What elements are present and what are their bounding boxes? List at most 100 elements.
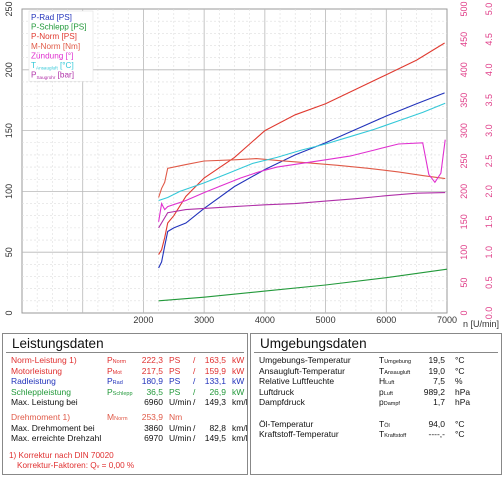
legend-box [28, 10, 94, 82]
y-right-inner-tick-label: 0 [459, 310, 469, 315]
performance-row: Radleistung PRad 180,9 PS / 133,1 kW [3, 376, 247, 387]
legend-entry: TAnsaugluft [°C] [31, 61, 74, 71]
performance-row-label: Motorleistung [11, 365, 63, 376]
legend-entry: Zündung [°] [31, 51, 73, 60]
performance-row-symbol: MNorm [107, 411, 128, 422]
x-tick-label: 2000 [133, 315, 153, 325]
environment-row-symbol-sub: Ansaugluft [384, 369, 411, 376]
environment-row-label: Dampfdruck [259, 397, 305, 408]
y-right-outer-tick-label: 0.0 [484, 307, 494, 320]
environment-row-symbol: HLuft [379, 376, 395, 387]
environment-row-unit: °C [455, 429, 465, 440]
performance-row-symbol-sub: Norm [114, 415, 128, 422]
performance-row: Max. erreichte Drehzahl 6970 U/min/ 149,5 km… [3, 433, 247, 444]
performance-data-panel: Leistungsdaten Norm-Leistung 1) PNorm 222,… [2, 333, 248, 475]
performance-row-unit-2: km/h [232, 397, 247, 408]
performance-row: Max. Leistung bei 6960 U/min/ 149,3 km/h [3, 397, 247, 408]
environment-row-label: Luftdruck [259, 386, 294, 397]
environment-row: Relative Luftfeuchte HLuft 7,5% [251, 376, 501, 387]
performance-row-value-2: 149,5 [204, 433, 226, 444]
performance-row-separator: / [193, 422, 196, 433]
performance-row-symbol-sub: Norm [112, 359, 127, 365]
legend-entry: P-Schlepp [PS] [31, 23, 87, 32]
performance-row-symbol-sub: Rad [112, 380, 123, 387]
performance-row-separator: / [193, 365, 196, 376]
performance-row-unit-2: kW [232, 365, 245, 376]
y-left-tick-label: 200 [4, 62, 14, 77]
correction-note: 1) Korrektur nach DIN 70020 [9, 451, 114, 460]
performance-row-symbol-sub: Schlepp [112, 390, 133, 397]
performance-row-value-2: 82,8 [209, 422, 226, 433]
performance-row-symbol: PSchlepp [107, 386, 133, 397]
performance-row-label: Max. erreichte Drehzahl [11, 433, 102, 444]
series-line-t-ansaugluft-c [158, 102, 446, 202]
environment-row-unit: °C [455, 365, 465, 376]
environment-row: Öl-Temperatur TÖl 94,0 °C [251, 419, 501, 430]
performance-row-separator: / [193, 355, 196, 365]
environment-row: Dampfdruck pDampf 1,7 hPa [251, 397, 501, 408]
y-right-inner-tick-label: 150 [459, 214, 469, 229]
performance-row-label: Schleppleistung [11, 386, 72, 397]
legend-entry: M-Norm [Nm] [31, 42, 80, 51]
environment-row-symbol: TKraftstoff [379, 429, 407, 440]
environment-row [251, 408, 501, 419]
performance-row-unit-2: kW [232, 386, 245, 397]
performance-row-separator: / [193, 433, 196, 444]
environment-row-symbol: pLuft [379, 386, 393, 397]
x-tick-label: 6000 [376, 315, 396, 325]
performance-row-separator: / [193, 386, 196, 397]
y-left-tick-label: 100 [4, 184, 14, 199]
performance-row: Norm-Leistung 1) PNorm 222,3 PS / 163,5 kW [3, 355, 247, 366]
environment-row-symbol: TÖl [379, 418, 390, 429]
performance-row-value: 36,5 [146, 386, 163, 397]
performance-data-title: Leistungsdaten [6, 334, 244, 353]
correction-factor-value: = 0,00 % [101, 461, 135, 470]
y-right-outer-tick-label: 4.5 [484, 33, 494, 46]
performance-row-value: 6970 [144, 433, 163, 444]
y-right-inner-tick-label: 50 [459, 278, 469, 288]
performance-row-label: Max. Drehmoment bei [11, 422, 95, 433]
series-line-p-saugrohr-bar [158, 192, 446, 229]
performance-row-value: 3860 [144, 422, 163, 433]
x-axis-label: n [U/min] [463, 319, 499, 329]
series-line-p-schlepp-ps [158, 268, 448, 302]
environment-row-symbol-sub: Öl [384, 422, 390, 429]
series-line-p-rad-ps [158, 92, 445, 269]
y-right-inner-tick-label: 350 [459, 93, 469, 108]
performance-row-label: Drehmoment 1) [11, 411, 71, 422]
y-right-outer-tick-label: 1.5 [484, 216, 494, 229]
performance-row-label: Radleistung [11, 376, 56, 387]
performance-row-separator: / [193, 376, 196, 387]
performance-row-symbol: PMot [107, 365, 122, 376]
performance-row: Schleppleistung PSchlepp 36,5 PS / 26,9 kW [3, 387, 247, 398]
environment-row-unit: % [455, 376, 463, 387]
y-right-outer-tick-label: 3.5 [484, 94, 494, 107]
environment-data-rows: Umgebungs-Temperatur TUmgebung 19,5 °C Ansau… [251, 355, 501, 440]
environment-data-panel: Umgebungsdaten Umgebungs-Temperatur TUmge… [250, 333, 502, 475]
environment-row-label: Relative Luftfeuchte [259, 376, 335, 387]
performance-row-symbol: PNorm [107, 355, 127, 365]
performance-row-value: 6960 [144, 397, 163, 408]
environment-row-symbol: TUmgebung [379, 355, 412, 365]
environment-row-unit: °C [455, 355, 465, 365]
performance-row-unit: PS [169, 386, 181, 397]
performance-row-symbol-sub: Mot [112, 369, 122, 376]
legend-entry: PSaugrohr [bar] [31, 71, 74, 81]
performance-row-unit: U/min [169, 433, 192, 444]
y-right-inner-tick-label: 100 [459, 245, 469, 260]
environment-row-value: ----,- [428, 429, 445, 440]
x-tick-label: 4000 [255, 315, 275, 325]
y-left-tick-label: 150 [4, 123, 14, 138]
environment-row-value: 19,0 [428, 365, 445, 376]
y-right-outer-tick-label: 2.0 [484, 185, 494, 198]
performance-row-unit-2: kW [232, 355, 245, 365]
environment-row-symbol-sub: Dampf [383, 401, 400, 408]
performance-row-value-2: 159,9 [204, 365, 226, 376]
environment-row-unit: °C [455, 418, 465, 429]
performance-row-unit-2: km/h [232, 422, 247, 433]
y-right-outer-tick-label: 0.5 [484, 276, 494, 289]
environment-row-label: Ansaugluft-Temperatur [259, 365, 345, 376]
environment-row-label: Öl-Temperatur [259, 418, 314, 429]
performance-row-unit: U/min [169, 397, 192, 408]
performance-row-value-2: 149,3 [204, 397, 226, 408]
